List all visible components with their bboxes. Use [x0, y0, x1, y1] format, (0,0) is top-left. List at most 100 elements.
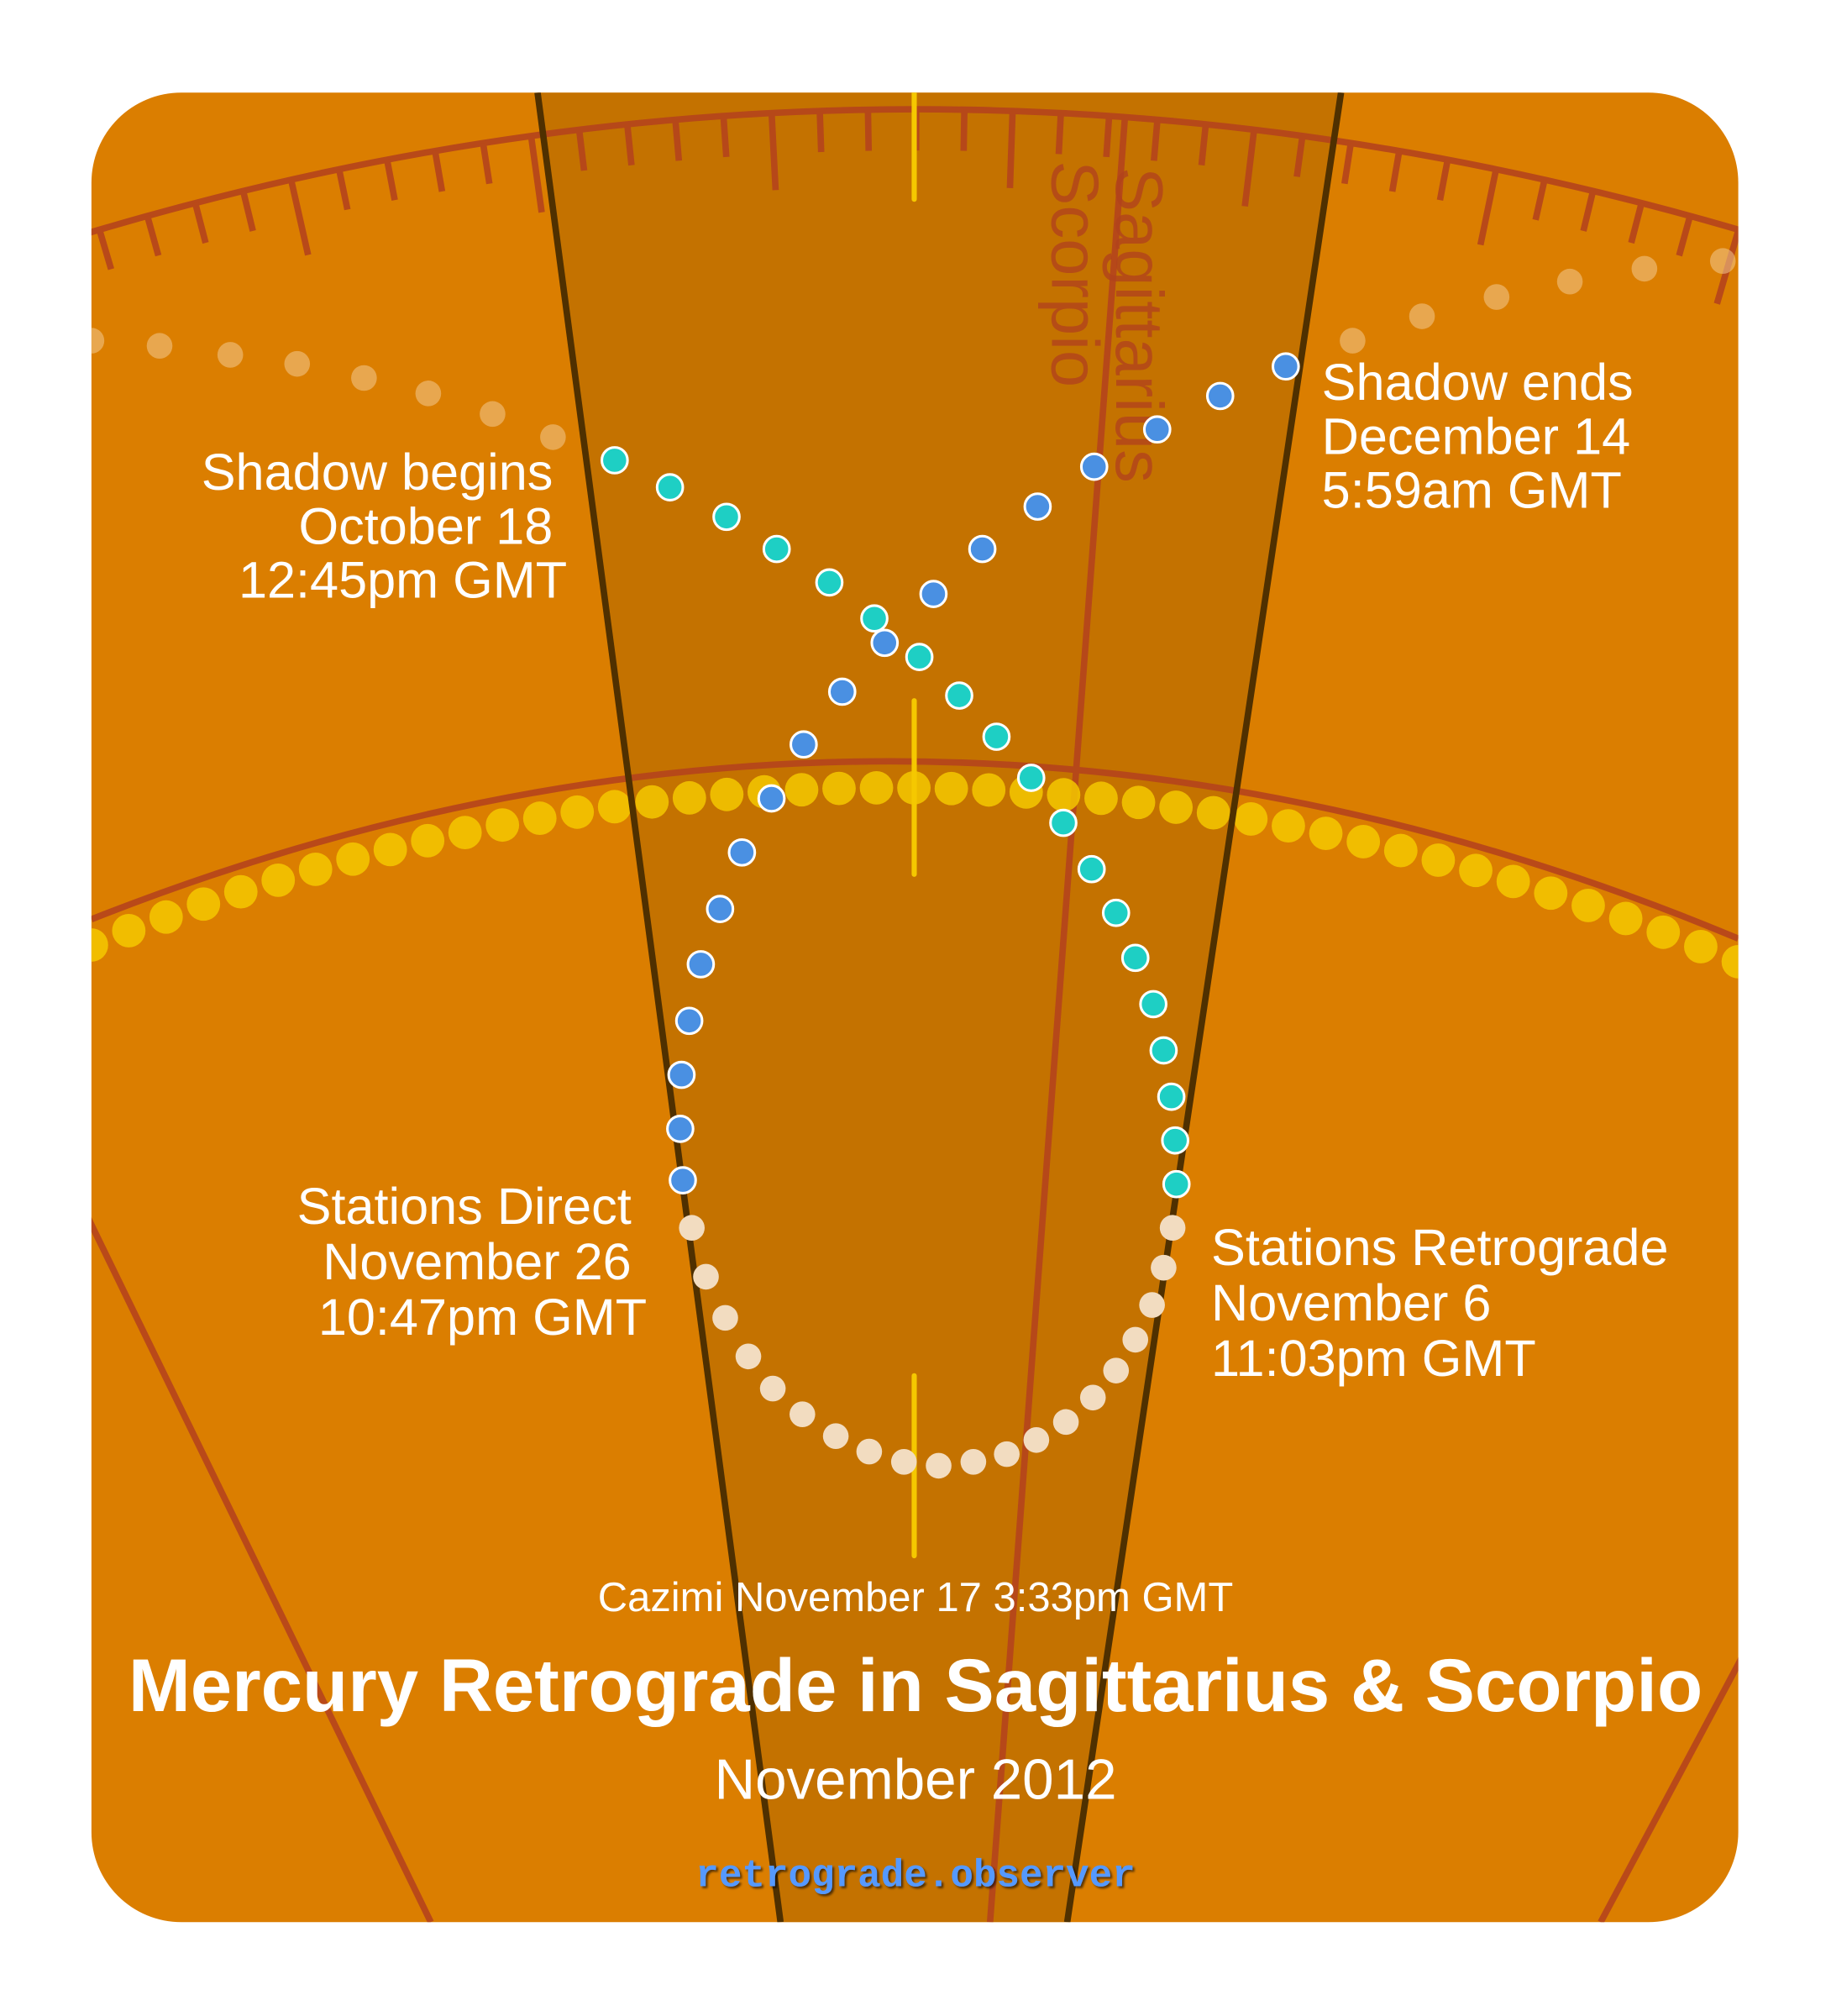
label-line: November 6 [1211, 1274, 1491, 1331]
degree-tick [1293, 135, 1306, 177]
sun-position-dot [1608, 901, 1643, 936]
label-line: Stations Retrograde [1211, 1219, 1668, 1276]
mercury-retrograde-dot [1052, 1409, 1079, 1436]
mercury-post-shadow-dot [674, 1006, 704, 1036]
degree-tick [1103, 115, 1113, 158]
mercury-pre-shadow-dot [860, 604, 889, 633]
shadow-wedge [537, 92, 1341, 1923]
mercury-path-dot [480, 401, 506, 428]
sun-position-dot [298, 852, 333, 886]
mercury-post-shadow-dot [727, 837, 757, 867]
sun-position-dot [223, 874, 258, 909]
mercury-path-dot [91, 328, 105, 354]
degree-tick [1055, 113, 1064, 155]
sun-position-dot [1534, 876, 1568, 911]
degree-tick [1477, 168, 1499, 246]
label-line: November 26 [323, 1233, 632, 1290]
mercury-pre-shadow-dot [1120, 943, 1150, 973]
mercury-pre-shadow-dot [1049, 808, 1078, 837]
mercury-pre-shadow-dot [1161, 1126, 1190, 1155]
degree-tick [191, 202, 209, 244]
mercury-path-dot [146, 333, 173, 360]
sun-position-dot [1234, 802, 1268, 836]
sun-position-dot [1459, 853, 1493, 888]
sign-label-scorpio: Scorpio [1037, 160, 1112, 387]
mercury-pre-shadow-dot [982, 722, 1011, 751]
mercury-retrograde-dot [960, 1449, 987, 1475]
mercury-retrograde-dot [759, 1375, 786, 1402]
mercury-post-shadow-dot [968, 534, 997, 564]
mercury-retrograde-dot [1122, 1326, 1149, 1353]
sun-position-dot [1496, 864, 1530, 899]
mercury-pre-shadow-dot [815, 568, 844, 597]
mercury-pre-shadow-dot [945, 681, 973, 710]
sign-boundary-line [1598, 1631, 1739, 1923]
sun-position-dot [1421, 843, 1456, 877]
stations-retrograde-label: Stations Retrograde November 6 11:03pm G… [1211, 1219, 1668, 1387]
degree-tick [527, 135, 545, 213]
degree-tick [1580, 190, 1597, 232]
mercury-post-shadow-dot [919, 580, 948, 608]
degree-tick [96, 228, 114, 270]
mercury-pre-shadow-dot [1077, 854, 1106, 884]
sun-position-dot [261, 863, 296, 897]
sun-position-dot [1196, 795, 1230, 830]
sign-boundary-line [91, 1194, 434, 1923]
mercury-post-shadow-dot [827, 677, 857, 706]
mercury-retrograde-dot [926, 1452, 952, 1479]
shadow-ends-label: Shadow ends December 14 5:59am GMT [1322, 354, 1634, 519]
label-line: Shadow begins [202, 444, 553, 501]
label-line: 11:03pm GMT [1211, 1330, 1536, 1387]
sun-position-dot [1309, 816, 1343, 851]
mercury-post-shadow-dot [669, 1166, 697, 1194]
sun-position-dot [1646, 915, 1681, 949]
mercury-retrograde-dot [856, 1438, 883, 1465]
mercury-path-dot [1409, 303, 1435, 329]
degree-tick [239, 190, 256, 232]
sun-position-dot [1159, 790, 1194, 824]
mercury-path-dot [1709, 248, 1736, 275]
degree-tick [51, 244, 74, 318]
mercury-path-dot [1631, 255, 1658, 282]
mercury-path-dot [284, 350, 311, 377]
sun-position-dot [560, 795, 595, 829]
sun-position-dot [1047, 778, 1081, 812]
mercury-post-shadow-dot [870, 628, 900, 658]
sun-position-dot [597, 790, 632, 824]
sun-position-dot [1346, 825, 1381, 858]
cazimi-label: Cazimi November 17 3:33pm GMT [598, 1575, 1234, 1620]
label-line: 10:47pm GMT [318, 1289, 647, 1346]
label-line: October 18 [298, 497, 553, 554]
mercury-pre-shadow-dot [655, 473, 685, 501]
degree-tick [672, 119, 683, 161]
mercury-pre-shadow-dot [1101, 898, 1131, 927]
mercury-post-shadow-dot [757, 784, 786, 813]
mercury-post-shadow-dot [1205, 381, 1235, 411]
sun-position-dot [149, 900, 183, 934]
degree-tick [480, 142, 493, 185]
degree-tick [1151, 119, 1161, 161]
mercury-retrograde-dot [1023, 1426, 1050, 1453]
degree-tick [384, 159, 398, 201]
sun-position-dot [1084, 781, 1118, 816]
mercury-retrograde-dot [890, 1449, 917, 1475]
degree-tick [1676, 215, 1693, 257]
site-link[interactable]: retrograde.observer [695, 1854, 1135, 1898]
degree-tick [1388, 150, 1403, 192]
degree-tick [1006, 110, 1016, 189]
degree-tick [575, 129, 588, 171]
mercury-post-shadow-dot [667, 1060, 696, 1089]
sun-position-dot [91, 928, 108, 962]
mercury-pre-shadow-dot [762, 534, 791, 564]
mercury-post-shadow-dot [686, 950, 716, 979]
mercury-retrograde-dot [712, 1305, 738, 1331]
sun-position-dot [485, 808, 520, 843]
sun-position-dot [672, 780, 706, 815]
mercury-pre-shadow-dot [1157, 1082, 1186, 1111]
degree-tick [720, 115, 730, 158]
degree-tick [1241, 129, 1257, 207]
degree-tick [623, 123, 635, 166]
mercury-path-dot [1556, 268, 1583, 295]
sun-position-dot [710, 777, 744, 811]
